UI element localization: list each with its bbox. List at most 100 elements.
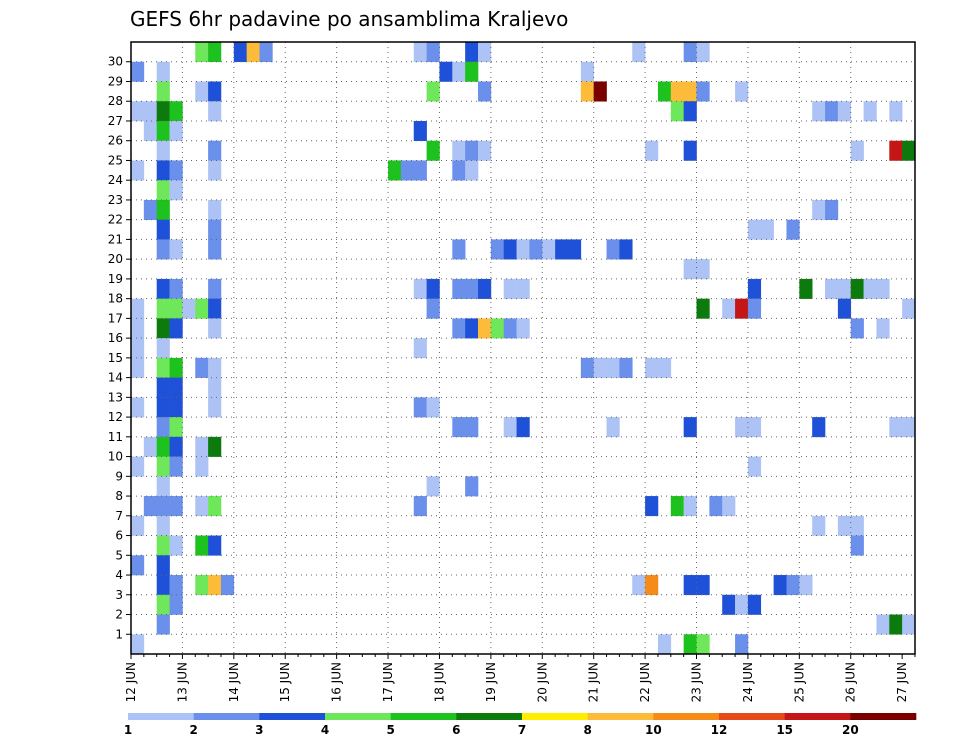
heatmap-cell [465, 476, 479, 497]
heatmap-cell [516, 318, 530, 339]
heatmap-cell [195, 298, 209, 319]
heatmap-cell [156, 318, 170, 339]
heatmap-cell [863, 101, 877, 122]
heatmap-cell [169, 239, 183, 260]
heatmap-cell [131, 318, 145, 339]
heatmap-cell [516, 417, 530, 438]
heatmap-cell [169, 594, 183, 615]
y-tick-label: 9 [115, 469, 123, 483]
x-tick-label: 22 JUN [638, 662, 652, 702]
y-tick-label: 12 [108, 410, 123, 424]
colorbar-segment [325, 713, 391, 720]
heatmap-cell [131, 357, 145, 378]
heatmap-cells [131, 42, 916, 655]
heatmap-cell [799, 278, 813, 299]
colorbar-segment [193, 713, 260, 720]
heatmap-cell [696, 259, 710, 280]
heatmap-cell [645, 496, 659, 517]
x-tick-label: 15 JUN [278, 662, 292, 702]
heatmap-cell [156, 496, 170, 517]
y-tick-label: 11 [108, 430, 123, 444]
heatmap-cell [195, 456, 209, 477]
heatmap-cell [156, 456, 170, 477]
heatmap-cell [683, 417, 697, 438]
heatmap-cell [169, 298, 183, 319]
heatmap-cell [632, 575, 646, 596]
heatmap-cell [593, 81, 607, 102]
y-tick-label: 16 [108, 331, 123, 345]
heatmap-cell [876, 614, 890, 635]
x-tick-label: 16 JUN [330, 662, 344, 702]
heatmap-cell [876, 318, 890, 339]
heatmap-cell [786, 575, 800, 596]
heatmap-cell [156, 298, 170, 319]
colorbar-segment [259, 713, 326, 720]
heatmap-cell [760, 219, 774, 240]
heatmap-cell [645, 575, 659, 596]
y-tick-label: 10 [108, 450, 123, 464]
heatmap-cell [156, 535, 170, 556]
heatmap-cell [413, 42, 427, 63]
heatmap-cell [169, 397, 183, 418]
heatmap-cell [156, 61, 170, 82]
heatmap-cell [400, 160, 415, 181]
heatmap-cell [208, 397, 222, 418]
heatmap-cell [465, 61, 479, 82]
heatmap-cell [156, 417, 170, 438]
colorbar-label: 12 [711, 723, 728, 737]
heatmap-cell [735, 81, 749, 102]
heatmap-cell [426, 278, 440, 299]
heatmap-cell [490, 239, 505, 260]
colorbar-label: 15 [776, 723, 793, 737]
heatmap-cell [208, 436, 222, 457]
heatmap-cell [156, 140, 170, 161]
heatmap-cell [902, 140, 916, 161]
heatmap-cell [156, 219, 170, 240]
heatmap-cell [156, 120, 170, 142]
heatmap-cell [169, 417, 183, 438]
heatmap-cell [735, 417, 749, 438]
heatmap-cell [645, 357, 659, 378]
heatmap-cell [850, 515, 864, 536]
heatmap-cell [657, 357, 672, 378]
heatmap-cell [452, 140, 466, 161]
colorbar-segment [128, 713, 194, 720]
colorbar-segment [390, 713, 457, 720]
heatmap-cell [156, 377, 170, 398]
x-tick-label: 26 JUN [844, 662, 858, 702]
x-tick-label: 24 JUN [741, 662, 755, 702]
heatmap-cell [683, 101, 697, 122]
heatmap-cell [169, 278, 183, 299]
heatmap-cell [156, 357, 170, 378]
y-tick-label: 8 [115, 489, 123, 503]
heatmap-cell [902, 614, 916, 635]
heatmap-cell [670, 496, 684, 517]
heatmap-cell [696, 81, 710, 102]
y-tick-label: 14 [108, 371, 123, 385]
x-tick-label: 12 JUN [124, 662, 138, 702]
heatmap-cell [156, 397, 170, 418]
y-tick-label: 24 [108, 173, 123, 187]
heatmap-cell [156, 101, 170, 122]
heatmap-cell [208, 81, 222, 102]
heatmap-cell [683, 496, 697, 517]
y-tick-label: 1 [115, 627, 123, 641]
heatmap-cell [131, 101, 145, 122]
heatmap-cell [156, 594, 170, 615]
heatmap-cell [503, 278, 517, 299]
heatmap-cell [837, 278, 852, 299]
heatmap-cell [208, 42, 222, 63]
colorbar-segment [653, 713, 720, 720]
heatmap-cell [426, 81, 440, 102]
heatmap-cell [889, 614, 903, 635]
heatmap-cell [837, 298, 852, 319]
heatmap-cell [413, 338, 427, 359]
heatmap-cell [208, 160, 222, 181]
heatmap-cell [709, 496, 723, 517]
heatmap-cell [426, 476, 440, 497]
heatmap-cell [478, 278, 492, 299]
heatmap-cell [182, 298, 196, 319]
heatmap-cell [195, 575, 209, 596]
heatmap-cell [156, 278, 170, 299]
heatmap-cell [516, 278, 530, 299]
